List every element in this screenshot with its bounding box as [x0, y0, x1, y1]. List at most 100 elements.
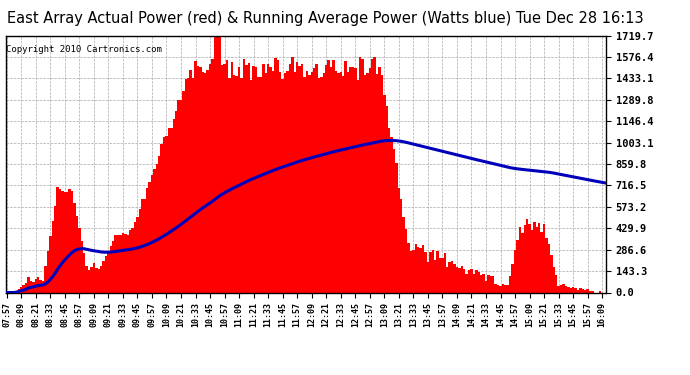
Bar: [57, 187, 59, 292]
Bar: [235, 76, 238, 292]
Bar: [388, 128, 391, 292]
Bar: [269, 67, 272, 292]
Bar: [344, 61, 347, 292]
Bar: [182, 91, 185, 292]
Bar: [211, 60, 214, 292]
Bar: [381, 75, 383, 292]
Bar: [511, 264, 514, 292]
Bar: [589, 291, 591, 292]
Text: Copyright 2010 Cartronics.com: Copyright 2010 Cartronics.com: [6, 45, 162, 54]
Bar: [61, 191, 63, 292]
Bar: [88, 270, 90, 292]
Bar: [32, 282, 34, 292]
Bar: [368, 68, 371, 292]
Bar: [226, 60, 228, 292]
Bar: [102, 261, 105, 292]
Bar: [238, 67, 240, 292]
Bar: [279, 72, 282, 292]
Bar: [371, 59, 373, 292]
Bar: [115, 236, 117, 292]
Bar: [134, 222, 136, 292]
Bar: [495, 284, 497, 292]
Bar: [161, 144, 163, 292]
Bar: [318, 78, 320, 292]
Bar: [412, 249, 415, 292]
Bar: [245, 65, 248, 292]
Bar: [259, 77, 262, 292]
Bar: [192, 78, 195, 292]
Bar: [490, 276, 492, 292]
Bar: [187, 78, 190, 292]
Bar: [303, 77, 306, 292]
Bar: [533, 222, 535, 292]
Bar: [37, 277, 39, 292]
Bar: [308, 75, 310, 292]
Bar: [410, 251, 412, 292]
Bar: [366, 74, 368, 292]
Bar: [49, 236, 52, 292]
Bar: [475, 270, 477, 292]
Bar: [73, 203, 76, 292]
Bar: [92, 264, 95, 292]
Bar: [591, 291, 593, 292]
Bar: [219, 36, 221, 292]
Bar: [359, 57, 362, 292]
Bar: [328, 60, 330, 292]
Bar: [180, 100, 182, 292]
Bar: [598, 291, 601, 292]
Bar: [497, 285, 500, 292]
Bar: [107, 251, 110, 292]
Bar: [272, 71, 274, 292]
Bar: [482, 274, 485, 292]
Bar: [136, 217, 139, 292]
Bar: [190, 70, 192, 292]
Bar: [296, 62, 298, 292]
Bar: [233, 75, 235, 292]
Bar: [86, 266, 88, 292]
Bar: [531, 230, 533, 292]
Bar: [560, 285, 562, 292]
Bar: [456, 267, 458, 292]
Bar: [439, 258, 441, 292]
Bar: [277, 60, 279, 292]
Bar: [424, 252, 426, 292]
Bar: [150, 175, 153, 292]
Bar: [52, 221, 54, 292]
Bar: [148, 182, 150, 292]
Bar: [28, 277, 30, 292]
Bar: [453, 264, 456, 292]
Bar: [54, 206, 57, 292]
Bar: [569, 288, 572, 292]
Bar: [373, 57, 376, 292]
Bar: [458, 268, 461, 292]
Bar: [426, 262, 429, 292]
Bar: [352, 67, 354, 292]
Bar: [139, 210, 141, 292]
Bar: [545, 238, 548, 292]
Bar: [141, 199, 144, 292]
Bar: [572, 287, 574, 292]
Bar: [417, 247, 420, 292]
Bar: [100, 266, 102, 292]
Bar: [267, 64, 269, 292]
Bar: [76, 216, 78, 292]
Bar: [288, 63, 291, 292]
Bar: [201, 72, 204, 292]
Bar: [325, 64, 328, 292]
Bar: [78, 228, 81, 292]
Bar: [391, 138, 393, 292]
Bar: [514, 249, 516, 292]
Bar: [574, 288, 577, 292]
Bar: [333, 60, 335, 292]
Bar: [553, 267, 555, 292]
Bar: [562, 284, 564, 292]
Bar: [71, 191, 73, 292]
Bar: [420, 248, 422, 292]
Bar: [20, 286, 23, 292]
Bar: [286, 71, 288, 292]
Bar: [18, 288, 20, 292]
Bar: [395, 163, 397, 292]
Bar: [339, 72, 342, 292]
Bar: [83, 253, 86, 292]
Bar: [63, 192, 66, 292]
